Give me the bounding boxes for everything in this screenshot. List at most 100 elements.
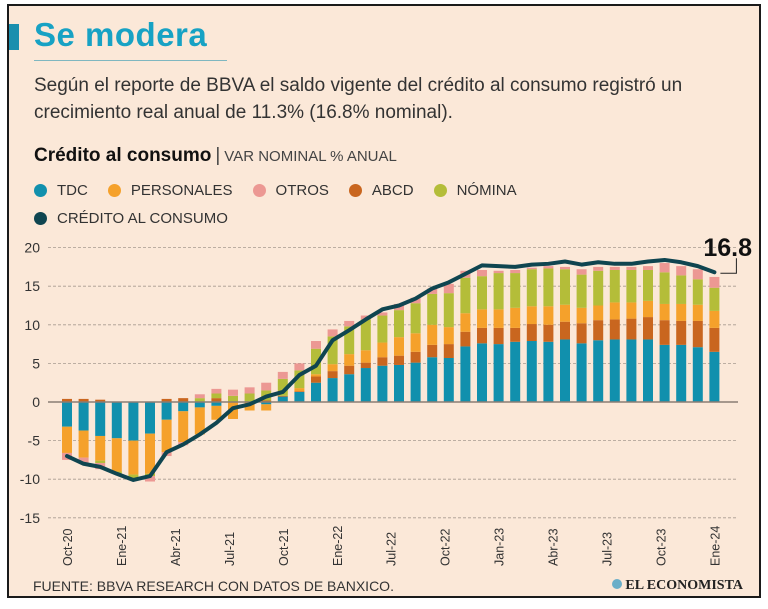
bar-segment-otros [294,363,305,371]
bar-segment-nmina [360,319,371,351]
bar-segment-tdc [493,344,504,402]
bar-segment-nmina [427,293,438,325]
bar-segment-personales [178,411,189,443]
x-tick-label: Ene-24 [708,526,722,566]
bar-segment-nmina [560,269,570,305]
bar-segment-abcd [161,398,172,402]
bar-segment-personales [161,419,172,453]
bar-segment-tdc [692,347,703,402]
bar-segment-personales [626,302,637,319]
bar-segment-tdc [78,402,89,431]
bar-segment-tdc [360,368,371,402]
bar-segment-personales [95,435,106,461]
bar-segment-tdc [178,402,189,412]
bar-segment-abcd [344,365,355,375]
bar-segment-personales [443,327,454,345]
legend-label: PERSONALES [130,181,233,199]
x-tick-label: Jul-23 [601,532,615,566]
bar-segment-otros [327,329,338,337]
page-title: Se modera [34,16,208,53]
bar-segment-abcd [477,327,487,344]
bar-segment-otros [659,263,670,273]
bar-segment-personales [576,307,587,324]
bar-segment-abcd [95,399,106,402]
bar-segment-tdc [145,402,155,434]
bar-segment-nmina [327,336,338,365]
bar-segment-otros [543,266,554,269]
bar-segment-nmina [344,326,355,355]
x-tick-label: Jul-22 [385,532,399,566]
bar-segment-abcd [394,355,404,365]
legend: TDC PERSONALES OTROS ABCD NÓMINA CRÉDITO AL C… [34,176,634,232]
bar-segment-abcd [311,376,321,383]
bar-segment-nmina [277,378,288,396]
bar-segment-abcd [493,327,504,345]
bar-segment-nmina [543,268,554,307]
bar-segment-nmina [593,270,604,306]
bar-segment-tdc [576,343,587,402]
legend-label: TDC [57,181,88,199]
series-line-credito-al-consumo [65,257,717,482]
bar-segment-otros [692,269,703,280]
bar-segment-personales [327,364,338,372]
bar-segment-nmina [477,276,487,310]
bar-segment-otros [211,388,222,394]
separator: | [215,145,221,166]
bar-segment-otros [244,387,255,394]
bar-segment-abcd [609,319,620,340]
bar-segment-tdc [294,391,305,402]
y-tick-label: -10 [20,471,40,487]
bar-segment-personales [709,310,720,328]
bar-segment-otros [510,269,521,274]
bar-segment-personales [643,300,653,318]
bar-segment-nmina [443,293,454,328]
bar-segment-otros [477,269,487,277]
bar-segment-nmina [377,315,388,343]
legend-item: ABCD [348,176,414,204]
bar-segment-otros [277,371,288,379]
bar-segment-tdc [261,402,272,405]
bar-segment-tdc [709,351,720,402]
chart-title: Crédito al consumo [34,145,212,166]
legend-swatch-icon [107,183,121,197]
bar-segment-tdc [659,344,670,402]
bar-segment-nmina [692,279,703,305]
bar-segment-abcd [377,357,388,366]
bar-segment-personales [659,303,670,321]
bar-segment-tdc [543,341,554,402]
bar-segment-abcd [692,320,703,348]
bar-segment-tdc [344,374,355,402]
legend-item: NÓMINA [433,176,517,204]
annotation-leader [720,258,737,274]
bar-segment-otros [560,266,570,270]
bar-segment-tdc [593,340,604,402]
bar-segment-tdc [560,339,570,402]
bar-segment-nmina [311,348,321,375]
bar-segment-personales [211,405,222,420]
bar-segment-nmina [394,310,404,338]
title-underline [34,60,227,61]
bar-segment-personales [111,438,122,472]
legend-label: ABCD [371,181,414,199]
bar-segment-personales [460,313,471,332]
bar-segment-nmina [228,395,238,402]
title-accent-bar [9,24,19,50]
legend-label: CRÉDITO AL CONSUMO [57,209,228,227]
bar-segment-tdc [410,362,421,402]
legend-item: PERSONALES [107,176,233,204]
bar-segment-abcd [78,398,89,402]
bar-segment-tdc [111,402,122,439]
bar-segment-tdc [394,364,404,402]
bar-segment-tdc [443,357,454,402]
bar-segment-abcd [178,398,189,402]
bar-segment-nmina [626,269,637,303]
bar-segment-abcd [593,320,604,341]
bar-segment-abcd [709,327,720,352]
bar-segment-otros [576,269,587,275]
legend-label: NÓMINA [456,181,517,199]
source-note: FUENTE: BBVA RESEARCH CON DATOS DE BANXI… [33,578,394,594]
bar-segment-personales [609,302,620,320]
chart-subtitle: VAR NOMINAL % ANUAL [224,148,397,165]
bar-segment-personales [128,440,139,475]
legend-label: OTROS [275,181,329,199]
